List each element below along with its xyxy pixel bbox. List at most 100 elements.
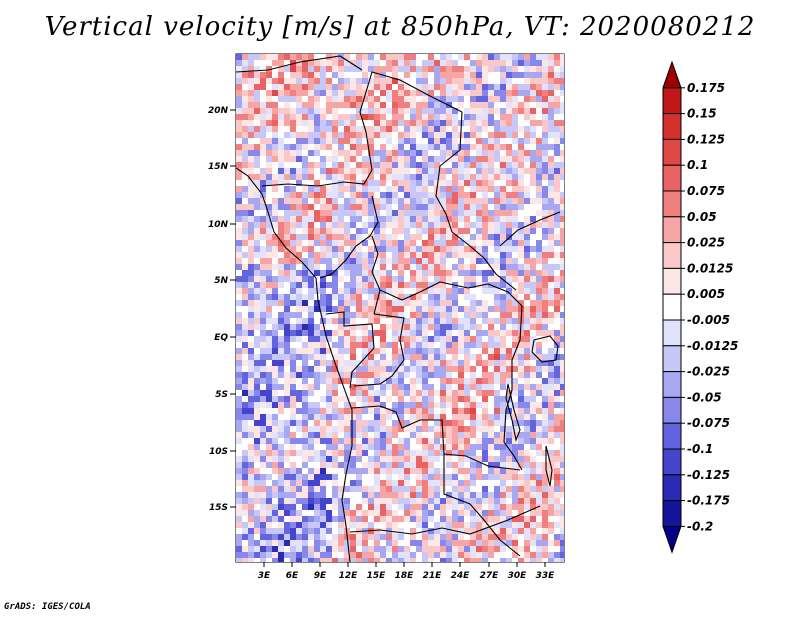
- field-cell: [278, 456, 284, 462]
- field-cell: [488, 360, 494, 366]
- field-cell: [488, 498, 494, 504]
- field-cell: [266, 342, 272, 348]
- field-cell: [296, 492, 302, 498]
- field-cell: [512, 78, 518, 84]
- field-cell: [470, 276, 476, 282]
- field-cell: [548, 366, 554, 372]
- field-cell: [302, 516, 308, 522]
- field-cell: [482, 204, 488, 210]
- field-cell: [290, 90, 296, 96]
- field-cell: [320, 126, 326, 132]
- field-cell: [446, 210, 452, 216]
- field-cell: [506, 390, 512, 396]
- field-cell: [536, 246, 542, 252]
- field-cell: [296, 120, 302, 126]
- field-cell: [242, 330, 248, 336]
- field-cell: [446, 324, 452, 330]
- field-cell: [476, 174, 482, 180]
- field-cell: [434, 222, 440, 228]
- field-cell: [494, 120, 500, 126]
- field-cell: [428, 450, 434, 456]
- field-cell: [368, 534, 374, 540]
- field-cell: [278, 528, 284, 534]
- field-cell: [338, 318, 344, 324]
- field-cell: [512, 324, 518, 330]
- field-cell: [386, 510, 392, 516]
- field-cell: [470, 486, 476, 492]
- field-cell: [242, 174, 248, 180]
- field-cell: [512, 468, 518, 474]
- field-cell: [428, 396, 434, 402]
- field-cell: [386, 198, 392, 204]
- field-cell: [338, 60, 344, 66]
- field-cell: [260, 474, 266, 480]
- field-cell: [416, 516, 422, 522]
- field-cell: [506, 420, 512, 426]
- field-cell: [242, 246, 248, 252]
- field-cell: [344, 294, 350, 300]
- field-cell: [368, 306, 374, 312]
- field-cell: [260, 210, 266, 216]
- field-cell: [254, 438, 260, 444]
- field-cell: [476, 90, 482, 96]
- field-cell: [266, 552, 272, 558]
- field-cell: [524, 444, 530, 450]
- field-cell: [404, 174, 410, 180]
- field-cell: [446, 306, 452, 312]
- field-cell: [548, 210, 554, 216]
- field-cell: [488, 96, 494, 102]
- field-cell: [470, 498, 476, 504]
- field-cell: [314, 390, 320, 396]
- field-cell: [404, 414, 410, 420]
- field-cell: [380, 96, 386, 102]
- field-cell: [302, 204, 308, 210]
- field-cell: [446, 294, 452, 300]
- field-cell: [560, 192, 564, 198]
- field-cell: [506, 456, 512, 462]
- field-cell: [524, 276, 530, 282]
- field-cell: [398, 510, 404, 516]
- field-cell: [440, 114, 446, 120]
- field-cell: [458, 390, 464, 396]
- field-cell: [542, 450, 548, 456]
- field-cell: [518, 540, 524, 546]
- field-cell: [440, 264, 446, 270]
- field-cell: [530, 72, 536, 78]
- field-cell: [248, 396, 254, 402]
- field-cell: [434, 426, 440, 432]
- field-cell: [482, 522, 488, 528]
- field-cell: [548, 138, 554, 144]
- field-cell: [338, 252, 344, 258]
- field-cell: [398, 60, 404, 66]
- field-cell: [302, 138, 308, 144]
- field-cell: [530, 156, 536, 162]
- field-cell: [518, 390, 524, 396]
- field-cell: [302, 174, 308, 180]
- field-cell: [554, 534, 560, 540]
- field-cell: [272, 270, 278, 276]
- lat-tick-label: 15N: [208, 162, 229, 172]
- field-cell: [500, 462, 506, 468]
- field-cell: [434, 438, 440, 444]
- field-cell: [560, 240, 564, 246]
- field-cell: [314, 186, 320, 192]
- field-cell: [500, 216, 506, 222]
- field-cell: [452, 258, 458, 264]
- field-cell: [530, 408, 536, 414]
- field-cell: [518, 288, 524, 294]
- field-cell: [518, 546, 524, 552]
- field-cell: [506, 402, 512, 408]
- field-cell: [530, 84, 536, 90]
- field-cell: [398, 504, 404, 510]
- field-cell: [332, 168, 338, 174]
- field-cell: [482, 468, 488, 474]
- field-cell: [362, 186, 368, 192]
- field-cell: [350, 66, 356, 72]
- field-cell: [308, 540, 314, 546]
- field-cell: [368, 114, 374, 120]
- field-cell: [236, 114, 242, 120]
- field-cell: [512, 372, 518, 378]
- field-cell: [326, 504, 332, 510]
- field-cell: [488, 420, 494, 426]
- field-cell: [344, 420, 350, 426]
